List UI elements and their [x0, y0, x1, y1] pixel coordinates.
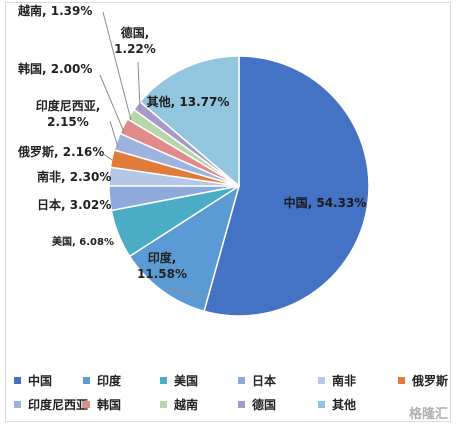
legend-item-7: 印度尼西亚 [14, 397, 88, 412]
legend-swatch-11 [318, 401, 325, 408]
slice-label-2: 印度, 11.58% [137, 250, 187, 281]
legend-label-5: 南非 [332, 373, 356, 388]
watermark: 格隆汇 [408, 407, 448, 422]
legend-swatch-3 [160, 377, 167, 384]
legend-label-10: 德国 [252, 397, 276, 412]
slice-label-6: 俄罗斯, 2.16% [17, 144, 104, 159]
pie-slice-2 [128, 184, 241, 313]
leader-line-7 [109, 120, 119, 148]
slice-label-9: 越南, 1.39% [17, 3, 92, 18]
legend-item-10: 德国 [238, 397, 276, 412]
slice-label-11: 其他, 13.77% [147, 94, 230, 109]
legend-item-9: 越南 [160, 397, 198, 412]
legend-item-11: 其他 [318, 397, 356, 412]
legend-label-3: 美国 [174, 373, 198, 388]
legend-item-6: 俄罗斯 [398, 373, 448, 388]
leader-line-2 [164, 286, 207, 299]
legend-swatch-10 [238, 401, 245, 408]
leader-line-6 [101, 152, 113, 161]
legend-item-3: 美国 [160, 373, 198, 388]
legend-item-4: 日本 [238, 373, 276, 388]
legend-label-9: 越南 [173, 397, 198, 412]
legend-label-8: 韩国 [97, 397, 121, 412]
legend-swatch-8 [83, 401, 90, 408]
legend-swatch-9 [160, 401, 167, 408]
slice-label-7: 印度尼西亚, 2.15% [36, 98, 101, 129]
legend-item-5: 南非 [318, 373, 356, 388]
legend-label-7: 印度尼西亚 [28, 397, 88, 412]
leader-line-10 [137, 61, 141, 111]
slice-label-4: 日本, 3.02% [37, 197, 111, 212]
leader-line-9 [102, 11, 132, 121]
slice-label-5: 南非, 2.30% [37, 169, 111, 184]
legend-label-6: 俄罗斯 [411, 373, 448, 388]
slice-label-3: 美国, 6.08% [52, 235, 114, 248]
legend-swatch-2 [83, 377, 90, 384]
pie-slice-1 [203, 55, 370, 317]
leader-line-8 [99, 74, 125, 133]
slice-label-8: 韩国, 2.00% [18, 61, 92, 76]
pie-slice-11 [138, 55, 240, 188]
legend-label-11: 其他 [332, 397, 356, 412]
chart-frame [5, 2, 451, 422]
legend-swatch-7 [14, 401, 21, 408]
legend-swatch-1 [14, 377, 21, 384]
legend-label-4: 日本 [252, 373, 276, 388]
legend-item-2: 印度 [83, 373, 122, 388]
legend-label-1: 中国 [28, 373, 52, 388]
legend-swatch-4 [238, 377, 245, 384]
legend-item-1: 中国 [14, 373, 52, 388]
slice-label-10: 德国, 1.22% [114, 25, 156, 56]
legend-item-8: 韩国 [83, 397, 121, 412]
legend-label-2: 印度 [97, 373, 122, 388]
legend-swatch-5 [318, 377, 325, 384]
legend-swatch-6 [398, 377, 405, 384]
slice-label-1: 中国, 54.33% [284, 195, 367, 210]
